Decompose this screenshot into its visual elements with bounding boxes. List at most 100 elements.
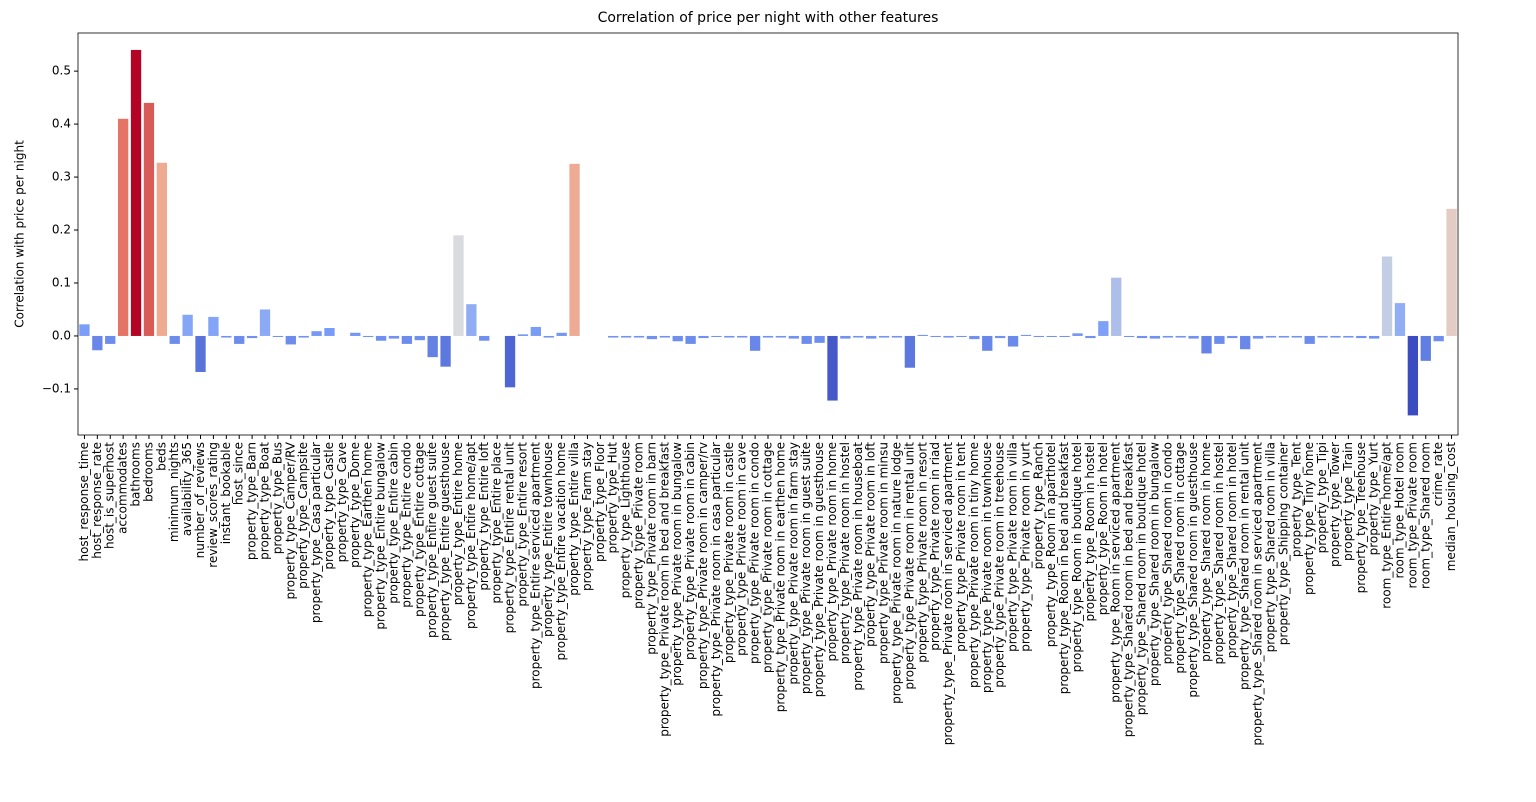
bar [130, 49, 142, 336]
x-tick-label: property_type_Tent [1289, 442, 1303, 557]
x-tick-label: property_type_Private room in guesthouse [812, 442, 826, 697]
x-tick-label: property_type_Private room in treehouse [993, 442, 1007, 688]
bar [517, 334, 529, 336]
y-tick-label: 0.0 [52, 328, 71, 342]
x-tick-label: property_type_Camper/RV [283, 441, 297, 599]
x-tick-label: instant_bookable [219, 442, 233, 544]
x-tick-label: property_type_Entire serviced apartment [528, 442, 542, 689]
bar [1020, 334, 1032, 336]
bar [608, 335, 619, 338]
x-tick-label: host_since [232, 442, 246, 505]
x-tick-label: property_type_Room in boutique hotel [1070, 442, 1084, 672]
x-tick-label: property_type_Bus [270, 442, 284, 554]
x-tick-label: host_response_rate [90, 442, 104, 559]
x-tick-label: property_type_Private room in earthen ho… [773, 442, 787, 712]
x-tick-label: property_type_Ranch [1031, 442, 1045, 569]
bar [1317, 335, 1328, 338]
bar [414, 335, 425, 341]
bar [195, 335, 206, 372]
y-tick-label: 0.4 [52, 117, 71, 131]
x-tick-label: property_type_Entire home/apt [464, 442, 478, 629]
bar [866, 335, 877, 339]
x-tick-label: property_type_Private room in camper/rv [696, 442, 710, 689]
bar [930, 335, 941, 338]
x-tick-label: property_type_Private room in resort [915, 442, 929, 663]
bar [1304, 335, 1315, 344]
bar [1394, 303, 1406, 336]
chart-title: Correlation of price per night with othe… [598, 10, 939, 26]
bar [827, 335, 838, 401]
bar [246, 335, 258, 339]
x-tick-label: property_type_Private room in cottage [761, 442, 775, 673]
bar [1407, 335, 1419, 416]
x-tick-label: property_type_Entire cabin [386, 442, 400, 604]
x-tick-label: property_type_Private room in home [825, 442, 839, 661]
bar [1240, 335, 1251, 350]
bar [1446, 208, 1457, 336]
bar [1265, 335, 1277, 338]
y-tick-label: −0.1 [42, 381, 71, 395]
bar [1111, 277, 1122, 336]
bar [169, 335, 180, 344]
x-tick-label: host_response_time [77, 442, 91, 562]
bar [943, 335, 954, 338]
bar [917, 334, 928, 336]
bar [440, 335, 451, 367]
bar [117, 118, 129, 336]
x-tick-label: property_type_Private room in yurt [1018, 442, 1032, 652]
x-tick-label: property_type_Room in bed and breakfast [1057, 442, 1071, 695]
bar [182, 314, 193, 336]
bar [956, 335, 967, 338]
bar [401, 335, 413, 344]
x-tick-label: property_type_Shared room in home [1199, 442, 1213, 662]
bar [388, 335, 400, 339]
bar [92, 335, 103, 351]
x-tick-label: property_type_Yurt [1367, 442, 1381, 556]
bar [620, 335, 632, 338]
x-tick-label: property_type_Private room in casa parti… [709, 442, 723, 717]
bar [1291, 335, 1302, 338]
bar [1072, 333, 1083, 336]
bar [143, 102, 155, 336]
bar [298, 335, 309, 338]
bar [1227, 335, 1238, 339]
x-tick-label: property_type_Room in hotel [1096, 442, 1110, 615]
bar [1420, 335, 1431, 361]
bar [1278, 335, 1290, 338]
x-tick-label: median_housing_cost [1444, 442, 1458, 572]
bar [543, 335, 554, 338]
bar [1252, 335, 1264, 339]
bar [685, 335, 696, 344]
bar [994, 335, 1006, 339]
bar [569, 163, 580, 336]
bar [234, 335, 245, 344]
bar [556, 332, 567, 336]
bar [878, 335, 890, 338]
x-tick-label: property_type_Private room in cabin [683, 442, 697, 660]
x-tick-label: minimum_nights [167, 442, 181, 542]
x-tick-label: crime_rate [1431, 442, 1445, 506]
x-tick-label: property_type_Private room in tent [954, 442, 968, 652]
bar [788, 335, 799, 339]
x-tick-label: property_type_Entire villa [567, 442, 581, 596]
bar [1098, 321, 1109, 336]
x-tick-label: property_type_Private room in cave [735, 442, 749, 656]
x-tick-label: property_type_Tower [1328, 442, 1342, 567]
bar [272, 335, 284, 338]
bar [891, 335, 903, 338]
y-tick-label: 0.5 [52, 64, 71, 78]
x-tick-label: room_type_Shared room [1418, 442, 1432, 589]
x-tick-label: property_type_Private room in houseboat [851, 442, 865, 691]
bar [221, 335, 232, 338]
plot-frame [77, 32, 1459, 436]
x-tick-label: property_type_Shared room in hostel [1212, 442, 1226, 664]
bar [504, 335, 516, 388]
x-tick-label: property_type_Shared room in guesthouse [1186, 442, 1200, 698]
x-tick-label: property_type_Cave [335, 442, 349, 562]
x-tick-label: bedrooms [141, 442, 155, 502]
x-tick-label: host_is_superhost [103, 442, 117, 549]
x-tick-label: property_type_Private room in bungalow [670, 442, 684, 686]
x-tick-label: property_type_Entire rental unit [503, 442, 517, 634]
x-tick-label: property_type_Shared room in bungalow [1147, 442, 1161, 686]
